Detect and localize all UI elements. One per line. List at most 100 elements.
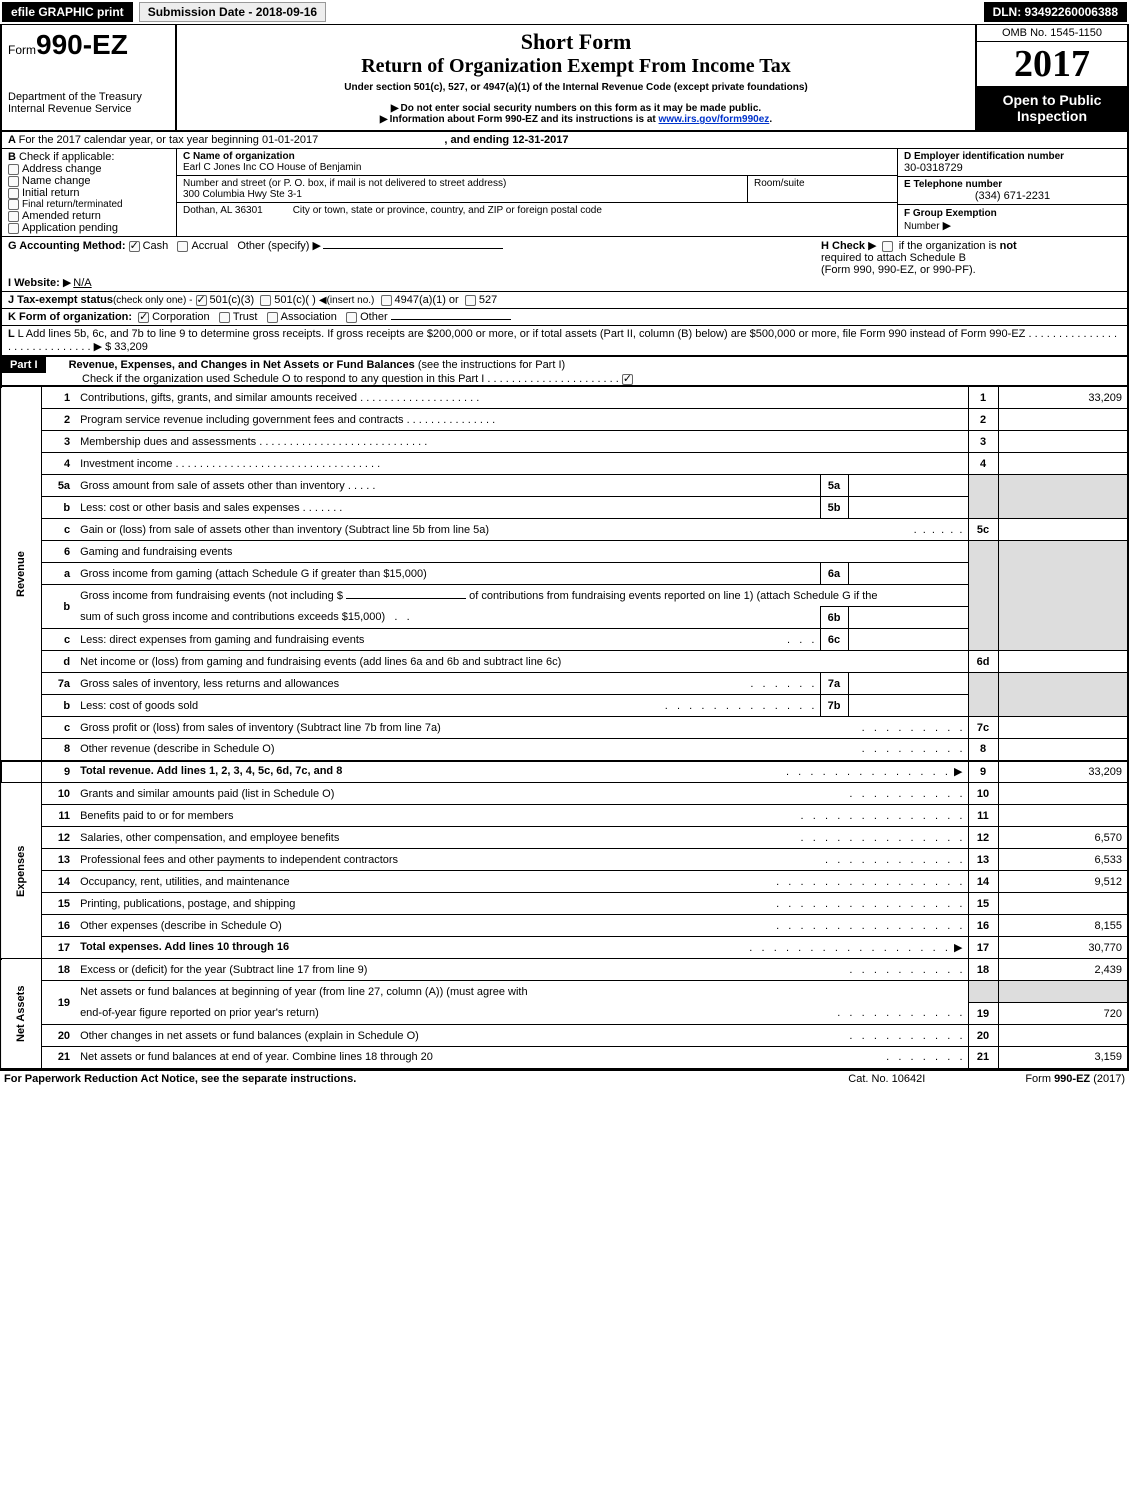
checkbox-schedule-o[interactable] [622,374,633,385]
city-label: City or town, state or province, country… [293,205,602,216]
tax-exempt-sub: (check only one) - [113,295,192,306]
line-5b-num: b [41,497,75,519]
shade-19 [968,981,998,1003]
org-name-value: Earl C Jones Inc CO House of Benjamin [183,162,891,173]
open-to-public-box: Open to Public Inspection [977,86,1127,130]
checkbox-cash[interactable] [129,241,140,252]
501c-label: 501(c)( ) [274,294,316,306]
line-20-num: 20 [41,1025,75,1047]
line-13-rn: 13 [968,849,998,871]
lines-table: Revenue 1 Contributions, gifts, grants, … [0,386,1129,1070]
part-1-check-text: Check if the organization used Schedule … [2,373,484,385]
checkbox-association[interactable] [267,312,278,323]
section-j: J Tax-exempt status(check only one) - 50… [0,292,1129,309]
checkbox-amended-return[interactable] [8,211,19,222]
info-note-period: . [769,114,772,125]
ein-value: 30-0318729 [904,162,1121,174]
line-6b-desc2: of contributions from fundraising events… [469,590,877,602]
paperwork-notice: For Paperwork Reduction Act Notice, see … [4,1073,356,1085]
line-15-rn: 15 [968,893,998,915]
checkbox-name-change[interactable] [8,176,19,187]
line-1-amt: 33,209 [998,387,1128,409]
line-5a-desc: Gross amount from sale of assets other t… [80,480,345,492]
line-21-desc: Net assets or fund balances at end of ye… [80,1051,433,1063]
part-1-badge: Part I [2,357,46,373]
line-1-num: 1 [41,387,75,409]
form-header: Form990-EZ Department of the Treasury In… [0,24,1129,132]
table-row: 20 Other changes in net assets or fund b… [1,1025,1128,1047]
table-row: d Net income or (loss) from gaming and f… [1,651,1128,673]
line-20-desc: Other changes in net assets or fund bala… [80,1030,419,1042]
line-6c-subamt [848,629,968,651]
dept-line-1: Department of the Treasury [8,91,169,103]
website-value: N/A [73,277,91,289]
line-6a-num: a [41,563,75,585]
tax-year-end: , and ending 12-31-2017 [444,134,568,146]
line-5c-num: c [41,519,75,541]
4947-label: 4947(a)(1) or [395,294,459,306]
line-18-rn: 18 [968,959,998,981]
line-7b-subamt [848,695,968,717]
table-row: b Less: cost or other basis and sales ex… [1,497,1128,519]
shade-5 [968,475,998,519]
table-row: 7a Gross sales of inventory, less return… [1,673,1128,695]
line-6c-subnum: 6c [820,629,848,651]
tax-year: 2017 [977,42,1127,86]
h-not: not [1000,240,1017,252]
h-text-1: if the organization is [899,240,997,252]
line-7a-subnum: 7a [820,673,848,695]
expenses-side-label: Expenses [1,783,41,959]
form-footer-label: Form 990-EZ (2017) [1025,1073,1125,1085]
table-row: 19 Net assets or fund balances at beginn… [1,981,1128,1003]
h-check-label: H Check [821,240,865,252]
form-year-footer: (2017) [1090,1073,1125,1085]
checkbox-final-return[interactable] [8,199,19,210]
group-exemption-label: F Group Exemption [904,208,997,219]
line-13-desc: Professional fees and other payments to … [80,854,398,866]
line-6a-desc: Gross income from gaming (attach Schedul… [75,563,820,585]
line-12-amt: 6,570 [998,827,1128,849]
corporation-label: Corporation [152,311,209,323]
line-6d-desc: Net income or (loss) from gaming and fun… [75,651,968,673]
checkbox-501c[interactable] [260,295,271,306]
other-org-label: Other [360,311,388,323]
checkbox-address-change[interactable] [8,164,19,175]
open-line-1: Open to Public [1003,92,1102,108]
line-5a-subnum: 5a [820,475,848,497]
line-9-rn: 9 [968,761,998,783]
accounting-method-label: G Accounting Method: [8,240,126,252]
line-21-rn: 21 [968,1047,998,1069]
form-of-org-label: K Form of organization: [8,311,132,323]
checkbox-accrual[interactable] [177,241,188,252]
line-10-num: 10 [41,783,75,805]
line-4-num: 4 [41,453,75,475]
checkbox-527[interactable] [465,295,476,306]
checkbox-schedule-b[interactable] [882,241,893,252]
line-6a-subnum: 6a [820,563,848,585]
line-12-desc: Salaries, other compensation, and employ… [80,832,339,844]
line-6d-num: d [41,651,75,673]
table-row: Revenue 1 Contributions, gifts, grants, … [1,387,1128,409]
line-7c-rn: 7c [968,717,998,739]
line-5a-subamt [848,475,968,497]
revenue-side-end [1,761,41,783]
irs-link[interactable]: www.irs.gov/form990ez [659,114,770,125]
line-21-amt: 3,159 [998,1047,1128,1069]
checkbox-initial-return[interactable] [8,188,19,199]
checkbox-trust[interactable] [219,312,230,323]
line-6c-num: c [41,629,75,651]
line-7b-num: b [41,695,75,717]
netassets-side-label: Net Assets [1,959,41,1069]
table-row: 16 Other expenses (describe in Schedule … [1,915,1128,937]
line-6a-subamt [848,563,968,585]
checkbox-application-pending[interactable] [8,223,19,234]
checkbox-501c3[interactable] [196,295,207,306]
checkbox-other-org[interactable] [346,312,357,323]
checkbox-corporation[interactable] [138,312,149,323]
line-15-desc: Printing, publications, postage, and shi… [80,898,295,910]
checkbox-4947[interactable] [381,295,392,306]
efile-print-button[interactable]: efile GRAPHIC print [2,2,133,22]
line-2-num: 2 [41,409,75,431]
page-footer: For Paperwork Reduction Act Notice, see … [0,1070,1129,1087]
line-17-num: 17 [41,937,75,959]
